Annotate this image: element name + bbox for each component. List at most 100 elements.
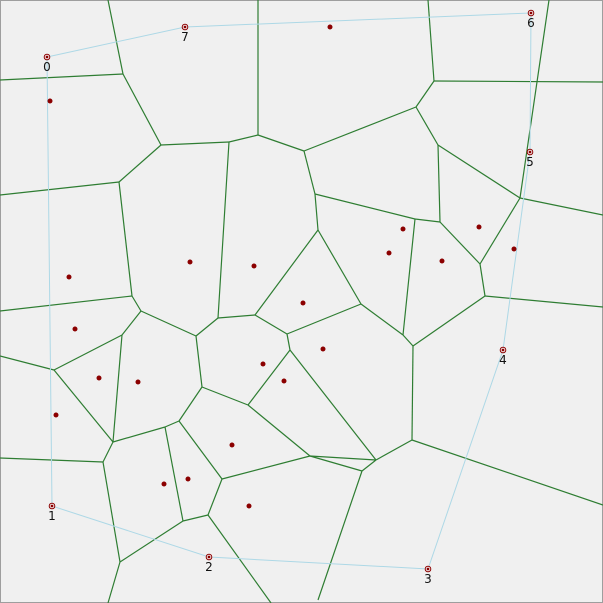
voronoi-edge [361,459,377,472]
voronoi-edge [437,144,441,223]
voronoi-site [300,300,306,306]
voronoi-edge [254,314,288,335]
voronoi-edge [427,0,435,82]
voronoi-edge [412,295,486,347]
voronoi-edge [439,221,481,265]
waypoint-label: 6 [527,16,535,30]
voronoi-edge [121,310,142,336]
voronoi-edge [107,561,121,603]
voronoi-edge [286,333,291,351]
voronoi-edge [164,420,180,428]
voronoi-edge [411,439,603,506]
voronoi-site [96,375,102,381]
voronoi-edge [317,470,363,601]
voronoi-edge [118,144,162,183]
voronoi-site [281,378,287,384]
voronoi-edge [309,455,377,461]
voronoi-edge [118,181,133,297]
voronoi-edge [254,229,319,316]
voronoi-edge [122,73,162,146]
voronoi-edge [414,218,441,223]
voronoi-edge [402,218,416,336]
voronoi-edge [289,349,377,461]
voronoi-edge [53,334,123,371]
waypoint-center [45,55,49,59]
waypoint-label: 0 [43,60,51,74]
voronoi-edge [160,141,230,146]
voronoi-site [246,503,252,509]
voronoi-site [320,346,326,352]
waypoint-center [529,11,533,15]
voronoi-edge [221,455,311,480]
voronoi-edge [178,386,203,422]
voronoi-site [72,326,78,332]
voronoi-edge [207,478,223,516]
voronoi-edge [112,426,166,443]
waypoint-7: 7 [181,23,189,44]
voronoi-edge [519,0,550,199]
voronoi-edge [102,461,121,563]
voronoi-site [439,258,445,264]
voronoi-edge [411,345,414,441]
voronoi-edge [201,386,249,406]
voronoi-edge [433,80,603,83]
voronoi-edge [415,106,439,146]
voronoi-edge [314,193,319,231]
voronoi-edge [0,355,55,371]
voronoi-sites [47,24,517,509]
voronoi-site [53,412,59,418]
voronoi-edge [131,295,142,312]
voronoi-edge [119,520,184,563]
voronoi-site [400,226,406,232]
voronoi-edge [484,295,603,308]
voronoi-edge [257,134,305,152]
voronoi-edge [102,441,114,463]
voronoi-site [161,481,167,487]
waypoint-center [426,567,430,571]
voronoi-site [185,476,191,482]
route-waypoints: 0 1 2 3 4 5 6 7 [43,9,535,586]
waypoint-4: 4 [499,346,507,367]
voronoi-edge [228,134,259,143]
voronoi-site [386,250,392,256]
waypoint-6: 6 [527,9,535,30]
waypoint-0: 0 [43,53,51,74]
voronoi-edge [479,263,486,297]
waypoint-label: 5 [526,155,534,169]
voronoi-edge [112,334,123,443]
waypoint-2: 2 [205,553,213,574]
voronoi-edge [303,150,316,195]
voronoi-edge [437,144,521,199]
voronoi-edge [195,317,219,337]
waypoint-center [183,25,187,29]
voronoi-site [260,361,266,367]
waypoint-5: 5 [526,148,534,169]
voronoi-edge [303,106,417,152]
voronoi-edge [247,404,311,457]
voronoi-edge [217,314,256,319]
waypoint-center [50,504,54,508]
voronoi-site [476,224,482,230]
waypoint-label: 4 [499,353,507,367]
waypoint-center [501,348,505,352]
voronoi-edge [217,141,230,319]
voronoi-site [47,98,53,104]
voronoi-edge [314,193,416,220]
waypoint-center [528,150,532,154]
voronoi-edge [0,73,124,81]
voronoi-site [511,246,517,252]
voronoi-site [327,24,333,30]
voronoi-edge [317,229,362,305]
voronoi-edge [107,0,124,75]
voronoi-edge [53,369,114,443]
voronoi-site [251,263,257,269]
voronoi-edge [178,420,223,480]
voronoi-site [66,274,72,280]
voronoi-edge [0,295,133,312]
voronoi-edge [247,349,291,406]
waypoint-label: 1 [48,509,56,523]
voronoi-edge [519,197,603,216]
